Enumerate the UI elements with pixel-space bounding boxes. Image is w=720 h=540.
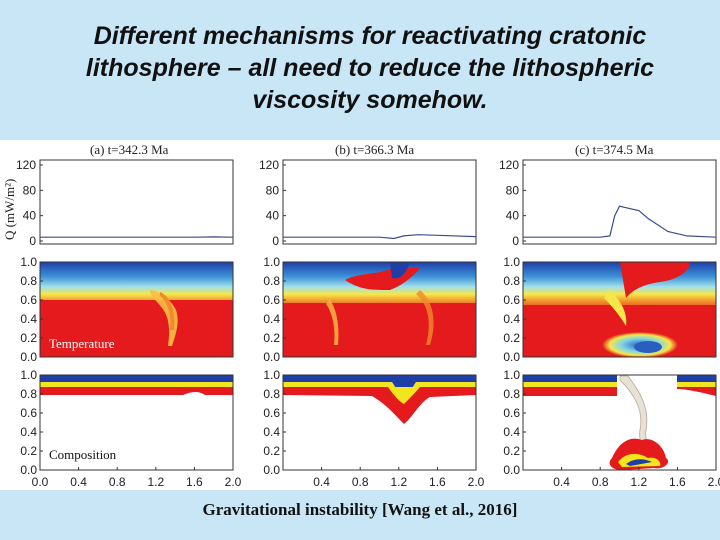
- x-tick-label: 0.8: [592, 475, 609, 489]
- q-tick-label: 120: [499, 158, 519, 172]
- x-tick-label: 2.0: [468, 475, 485, 489]
- slide-title: Different mechanisms for reactivating cr…: [85, 22, 655, 114]
- q-tick-label: 40: [23, 209, 37, 223]
- depth-tick-label: 1.0: [20, 255, 37, 269]
- panel-title-c: (c) t=374.5 Ma: [575, 142, 654, 157]
- depth-tick-label: 1.0: [20, 368, 37, 382]
- composition-frames: [39, 374, 717, 471]
- x-tick-label: 0.8: [109, 475, 126, 489]
- x-tick-label: 1.2: [390, 475, 407, 489]
- depth-tick-label: 0.4: [503, 425, 520, 439]
- q-tick-label: 80: [266, 183, 280, 197]
- q-tick-label: 80: [506, 183, 520, 197]
- depth-tick-label: 0.0: [263, 463, 280, 477]
- depth-tick-label: 0.6: [20, 293, 37, 307]
- temperature-label: Temperature: [49, 336, 115, 351]
- depth-tick-label: 0.4: [263, 425, 280, 439]
- temperature-panel-b: [283, 262, 476, 357]
- depth-tick-label: 0.2: [503, 331, 520, 345]
- figure-svg: (a) t=342.3 Ma (b) t=366.3 Ma (c) t=374.…: [2, 142, 720, 489]
- x-tick-label: 1.2: [630, 475, 647, 489]
- x-tick-label: 0.4: [313, 475, 330, 489]
- x-tick-label: 1.6: [429, 475, 446, 489]
- x-tick-label: 2.0: [225, 475, 242, 489]
- depth-tick-label: 0.4: [20, 312, 37, 326]
- q-tick-label: 40: [506, 209, 520, 223]
- q-tick-label: 0: [29, 234, 36, 248]
- temperature-panel-c: [523, 262, 716, 357]
- depth-tick-label: 0.6: [20, 406, 37, 420]
- q-tick-label: 40: [266, 209, 280, 223]
- q-frame-a: [39, 159, 234, 245]
- depth-tick-label: 1.0: [503, 368, 520, 382]
- x-tick-label: 0.4: [553, 475, 570, 489]
- x-tick-label: 0.0: [32, 475, 49, 489]
- q-tick-label: 120: [259, 158, 279, 172]
- temperature-panel-a: [40, 262, 233, 357]
- depth-tick-label: 1.0: [263, 368, 280, 382]
- x-axis-ticks: 0.0 0.4 0.8 1.2 1.6 2.0 0.4 0.8 1.2 1.6 2.0 0.4 0.8 1…: [32, 467, 720, 489]
- depth-tick-label: 0.0: [503, 350, 520, 364]
- depth-tick-label: 0.2: [20, 444, 37, 458]
- depth-tick-label: 0.6: [503, 293, 520, 307]
- depth-tick-label: 0.2: [20, 331, 37, 345]
- x-tick-label: 1.6: [669, 475, 686, 489]
- depth-tick-label: 0.6: [503, 406, 520, 420]
- q-tick-label: 120: [16, 158, 36, 172]
- depth-tick-label: 0.0: [263, 350, 280, 364]
- heat-flow-lines: [40, 205, 717, 240]
- depth-tick-label: 0.6: [263, 293, 280, 307]
- x-tick-label: 2.0: [708, 475, 720, 489]
- depth-tick-label: 0.2: [263, 331, 280, 345]
- q-tick-label: 80: [23, 183, 37, 197]
- depth-tick-label: 0.2: [503, 444, 520, 458]
- q-frame-c: [522, 159, 717, 245]
- panel-title-b: (b) t=366.3 Ma: [335, 142, 414, 157]
- q-tick-label: 0: [512, 234, 519, 248]
- figure: (a) t=342.3 Ma (b) t=366.3 Ma (c) t=374.…: [0, 140, 720, 490]
- heat-flow-line-c: [523, 205, 717, 238]
- q-axis-label: Q (mW/m²): [2, 179, 17, 240]
- depth-tick-label: 0.4: [20, 425, 37, 439]
- q-tick-label: 0: [272, 234, 279, 248]
- x-tick-label: 0.8: [352, 475, 369, 489]
- depth-tick-label: 0.0: [20, 350, 37, 364]
- depth-tick-label: 0.4: [503, 312, 520, 326]
- composition-panel-b: [283, 375, 476, 470]
- depth-tick-label: 0.4: [263, 312, 280, 326]
- panel-title-a: (a) t=342.3 Ma: [90, 142, 169, 157]
- depth-tick-label: 0.8: [263, 387, 280, 401]
- x-tick-label: 1.6: [186, 475, 203, 489]
- composition-panel-a: [40, 375, 233, 470]
- depth-tick-label: 0.6: [263, 406, 280, 420]
- heat-flow-row: [39, 159, 717, 245]
- depth-axis-ticks: 1.0 1.0 1.0 0.8 0.8 0.8 0.6 0.6 0.6 0.4 0.4 0.4 0.2 0…: [20, 255, 526, 477]
- q-frame-b: [282, 159, 477, 245]
- depth-tick-label: 0.8: [20, 274, 37, 288]
- heat-flow-line-b: [283, 234, 477, 240]
- x-tick-label: 0.4: [70, 475, 87, 489]
- depth-tick-label: 0.8: [20, 387, 37, 401]
- x-tick-label: 1.2: [147, 475, 164, 489]
- depth-tick-label: 1.0: [263, 255, 280, 269]
- depth-tick-label: 0.2: [263, 444, 280, 458]
- depth-tick-label: 0.0: [20, 463, 37, 477]
- depth-tick-label: 0.8: [503, 387, 520, 401]
- composition-panel-c: [523, 375, 716, 470]
- depth-tick-label: 0.8: [503, 274, 520, 288]
- depth-tick-label: 0.0: [503, 463, 520, 477]
- composition-label: Composition: [49, 447, 117, 462]
- heat-flow-ticks: 120 120 120 80 80 80 40 40 40 0 0 0: [16, 158, 526, 248]
- depth-tick-label: 0.8: [263, 274, 280, 288]
- depth-tick-label: 1.0: [503, 255, 520, 269]
- temperature-frames: [39, 261, 717, 358]
- figure-caption: Gravitational instability [Wang et al., …: [202, 500, 518, 519]
